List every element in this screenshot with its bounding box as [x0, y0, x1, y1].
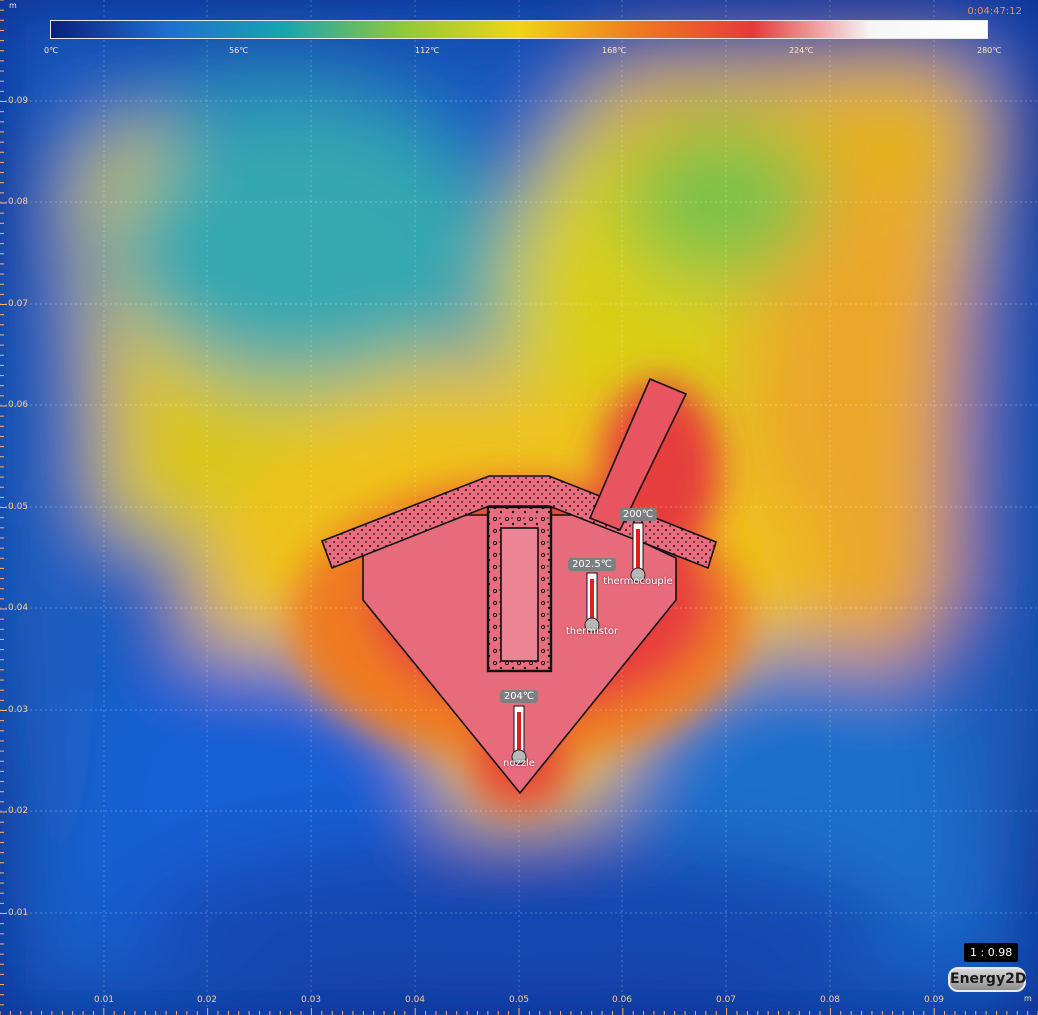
- y-tick-label: 0.07: [8, 299, 29, 309]
- x-tick-label: 0.09: [923, 995, 945, 1005]
- thermocouple-sensor-label: thermocouple: [603, 576, 673, 587]
- colorbar-tick-label: 56℃: [229, 46, 249, 55]
- x-tick-label: 0.07: [715, 995, 737, 1005]
- thermometer-icon[interactable]: [584, 572, 600, 633]
- thermocouple-sensor-reading[interactable]: 200℃: [618, 508, 658, 521]
- x-tick-label: 0.04: [404, 995, 426, 1005]
- nozzle-sensor-label: nozzle: [503, 758, 535, 769]
- energy2d-logo[interactable]: Energy2D: [948, 967, 1026, 992]
- nozzle-sensor-reading[interactable]: 204℃: [499, 690, 539, 703]
- view-scale-indicator: 1 : 0.98: [964, 943, 1019, 962]
- thermistor-sensor-label: thermistor: [565, 626, 619, 637]
- x-tick-label: 0.05: [508, 995, 530, 1005]
- x-tick-label: 0.08: [819, 995, 841, 1005]
- x-axis-unit: m: [1024, 994, 1032, 1003]
- colorbar-tick-label: 112℃: [415, 46, 440, 55]
- colorbar-tick-label: 224℃: [789, 46, 814, 55]
- thermometer-icon[interactable]: [630, 522, 646, 583]
- x-tick-label: 0.03: [300, 995, 322, 1005]
- y-tick-label: 0.03: [8, 705, 29, 715]
- thermistor-sensor-reading[interactable]: 202.5℃: [568, 558, 616, 571]
- colorbar-tick-label: 168℃: [602, 46, 627, 55]
- y-tick-label: 0.05: [8, 502, 29, 512]
- cartridge-core[interactable]: [500, 527, 539, 662]
- x-tick-label: 0.06: [611, 995, 633, 1005]
- y-tick-label: 0.02: [8, 806, 29, 816]
- x-tick-label: 0.02: [196, 995, 218, 1005]
- y-tick-label: 0.01: [8, 908, 29, 918]
- hot-end-assembly[interactable]: [320, 377, 717, 795]
- colorbar-tick-label: 280℃: [977, 46, 1002, 55]
- colorbar-tick-label: 0℃: [44, 46, 59, 55]
- x-tick-label: 0.01: [93, 995, 115, 1005]
- y-tick-label: 0.04: [8, 603, 29, 613]
- temperature-colorbar: [50, 20, 988, 39]
- insulation-cover[interactable]: [320, 475, 717, 570]
- thermometer-icon[interactable]: [511, 705, 527, 765]
- elapsed-time: 0:04:47:12: [967, 6, 1022, 17]
- y-tick-label: 0.08: [8, 197, 29, 207]
- y-axis-unit: m: [9, 1, 17, 10]
- heater-arm[interactable]: [588, 377, 688, 532]
- y-tick-label: 0.06: [8, 400, 29, 410]
- y-tick-label: 0.09: [8, 96, 29, 106]
